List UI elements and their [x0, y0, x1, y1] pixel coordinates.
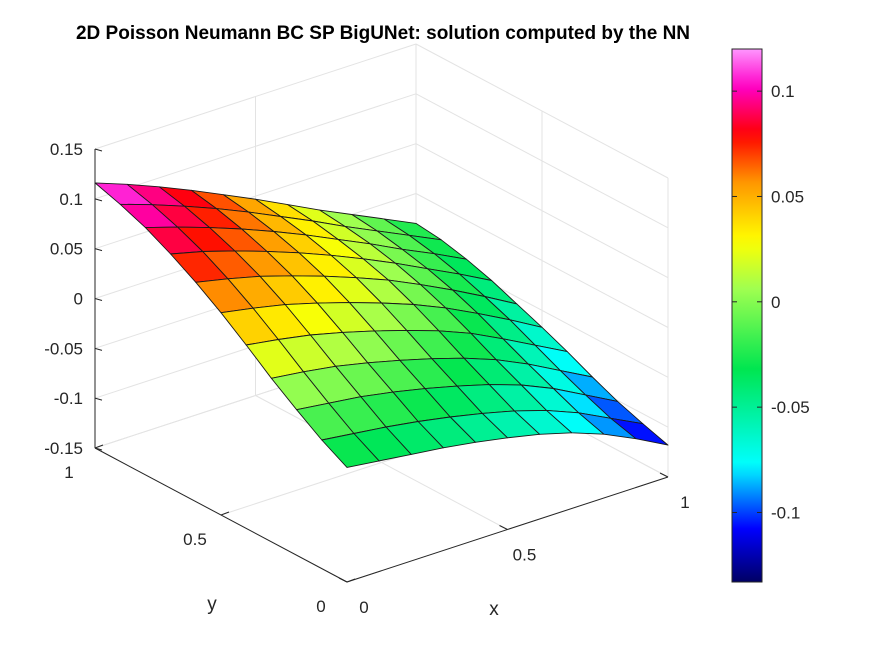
y-tick-mark-2	[94, 444, 104, 449]
z-tick-label-2: -0.05	[44, 339, 83, 358]
colorbar-tick-label-2: 0	[771, 293, 780, 312]
chart-title: 2D Poisson Neumann BC SP BigUNet: soluti…	[76, 23, 690, 44]
y-tick-label-1: 0.5	[183, 530, 207, 549]
y-tick-mark-1	[220, 511, 230, 516]
x-tick-label-1: 0.5	[513, 546, 537, 565]
colorbar-tick-label-4: 0.1	[771, 82, 795, 101]
z-tick-mark-4	[94, 248, 103, 252]
x-tick-mark-2	[659, 472, 669, 478]
y-axis-label: y	[207, 594, 217, 615]
z-tick-mark-3	[94, 298, 103, 301]
y-tick-mark-0	[346, 578, 356, 583]
y-tick-label-0: 0	[316, 597, 325, 616]
z-tick-label-6: 0.15	[50, 140, 83, 159]
z-tick-label-1: -0.1	[54, 389, 83, 408]
z-tick-mark-6	[94, 148, 103, 152]
surface-cell-0-0	[321, 433, 380, 468]
colorbar-gradient	[731, 48, 763, 583]
colorbar-tick-label-3: 0.05	[771, 187, 804, 206]
x-tick-label-0: 0	[359, 598, 368, 617]
z-tick-label-0: -0.15	[44, 439, 83, 458]
z-tick-label-3: 0	[74, 290, 83, 309]
x-tick-mark-1	[499, 525, 508, 530]
surface-plot	[94, 182, 669, 468]
z-tick-mark-2	[94, 347, 103, 351]
z-tick-label-4: 0.05	[50, 240, 83, 259]
colorbar: -0.1 -0.05 0 0.05 0.1	[731, 48, 810, 583]
z-tick-mark-5	[94, 198, 103, 202]
axes: -0.15 -0.1 -0.05 0 0.05 0.1 0.15 0 0.5 1 0 0.5 1	[44, 140, 689, 617]
x-axis-label: x	[489, 599, 499, 620]
x-tick-label-2: 1	[680, 493, 689, 512]
colorbar-tick-label-0: -0.1	[771, 503, 800, 522]
z-tick-label-5: 0.1	[59, 190, 83, 209]
colorbar-tick-label-1: -0.05	[771, 398, 810, 417]
z-tick-mark-1	[94, 397, 103, 401]
y-tick-label-2: 1	[64, 463, 73, 482]
